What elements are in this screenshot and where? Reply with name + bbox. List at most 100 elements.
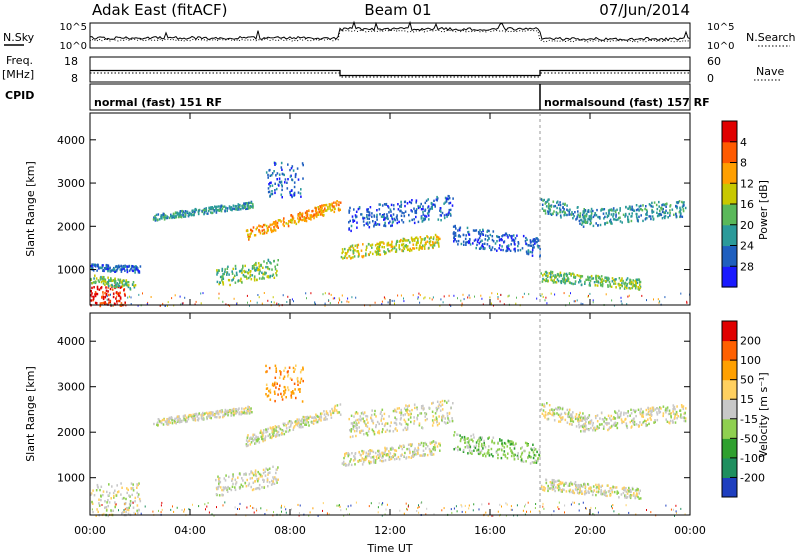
speckle-mark [407, 505, 409, 508]
echo-mark [104, 283, 106, 286]
echo-mark [616, 492, 618, 495]
echo-mark [624, 212, 627, 216]
echo-mark [541, 203, 544, 206]
echo-mark [271, 190, 273, 193]
echo-mark [596, 425, 599, 428]
echo-mark [631, 286, 633, 290]
speckle-mark [138, 293, 140, 296]
echo-mark [647, 412, 650, 415]
echo-mark [607, 428, 609, 432]
echo-mark [268, 467, 271, 470]
echo-mark [382, 215, 384, 218]
speckle-mark [574, 300, 576, 303]
echo-mark [462, 233, 465, 237]
speckle-mark [192, 503, 193, 506]
speckle-mark [461, 304, 463, 307]
echo-mark [579, 489, 581, 492]
echo-mark [264, 223, 266, 227]
echo-mark [271, 192, 274, 196]
echo-mark [474, 446, 477, 450]
echo-mark [102, 301, 105, 305]
echo-mark [537, 457, 539, 461]
echo-mark [280, 193, 283, 196]
echo-mark [217, 486, 219, 489]
echo-mark [531, 248, 534, 252]
echo-mark [287, 430, 290, 433]
echo-mark [235, 410, 237, 413]
echo-mark [136, 483, 138, 486]
echo-mark [257, 470, 259, 474]
echo-mark [362, 412, 365, 416]
echo-mark [439, 449, 441, 452]
echo-mark [382, 241, 384, 244]
echo-mark [126, 507, 129, 510]
echo-mark [456, 433, 458, 436]
echo-mark [252, 226, 255, 229]
speckle-mark [286, 301, 288, 303]
echo-mark [220, 409, 222, 412]
echo-mark [483, 443, 486, 447]
echo-mark [448, 202, 450, 205]
echo-mark [275, 162, 277, 165]
echo-mark [121, 282, 124, 286]
echo-mark [607, 285, 609, 288]
speckle-mark [558, 508, 560, 510]
echo-mark [579, 222, 581, 225]
colorbar-segment [722, 245, 737, 267]
echo-mark [418, 424, 421, 427]
echo-mark [371, 246, 373, 249]
echo-mark [355, 215, 358, 218]
echo-mark [565, 482, 568, 485]
nave-tick-bottom: 0 [707, 72, 714, 85]
echo-mark [296, 420, 298, 423]
speckle-mark [291, 298, 293, 301]
echo-mark [261, 437, 264, 441]
echo-mark [632, 488, 634, 491]
echo-mark [587, 275, 589, 279]
echo-mark [171, 422, 174, 425]
speckle-mark [250, 300, 252, 303]
echo-mark [600, 411, 603, 414]
echo-mark [365, 246, 368, 249]
echo-mark [674, 421, 677, 424]
echo-mark [263, 228, 265, 232]
echo-mark [579, 215, 582, 218]
echo-mark [242, 266, 244, 269]
echo-mark [113, 285, 115, 288]
echo-mark [488, 245, 491, 248]
echo-mark [637, 208, 639, 211]
speckle-mark [224, 501, 226, 504]
echo-mark [292, 217, 295, 220]
echo-mark [131, 265, 134, 268]
echo-mark [233, 414, 235, 417]
echo-mark [128, 494, 130, 497]
echo-mark [648, 422, 650, 426]
speckle-mark [252, 506, 254, 509]
echo-mark [204, 412, 206, 415]
echo-mark [550, 273, 552, 276]
speckle-mark [253, 511, 255, 514]
echo-mark [545, 481, 548, 485]
echo-mark [429, 442, 432, 445]
echo-mark [546, 279, 548, 282]
speckle-mark [129, 504, 131, 507]
echo-mark [180, 216, 183, 219]
echo-mark [115, 297, 117, 300]
echo-mark [219, 275, 222, 279]
echo-mark [367, 253, 370, 256]
echo-mark [301, 421, 304, 424]
echo-mark [384, 448, 387, 451]
echo-mark [260, 429, 262, 432]
echo-mark [393, 207, 395, 211]
echo-mark [566, 213, 568, 217]
echo-mark [257, 269, 259, 272]
echo-mark [533, 453, 536, 457]
echo-mark [196, 415, 199, 418]
echo-mark [354, 457, 357, 461]
echo-mark [124, 294, 126, 297]
echo-mark [289, 193, 292, 197]
speckle-mark [432, 296, 434, 299]
speckle-mark [381, 503, 383, 506]
echo-mark [225, 474, 227, 477]
echo-mark [413, 221, 416, 225]
